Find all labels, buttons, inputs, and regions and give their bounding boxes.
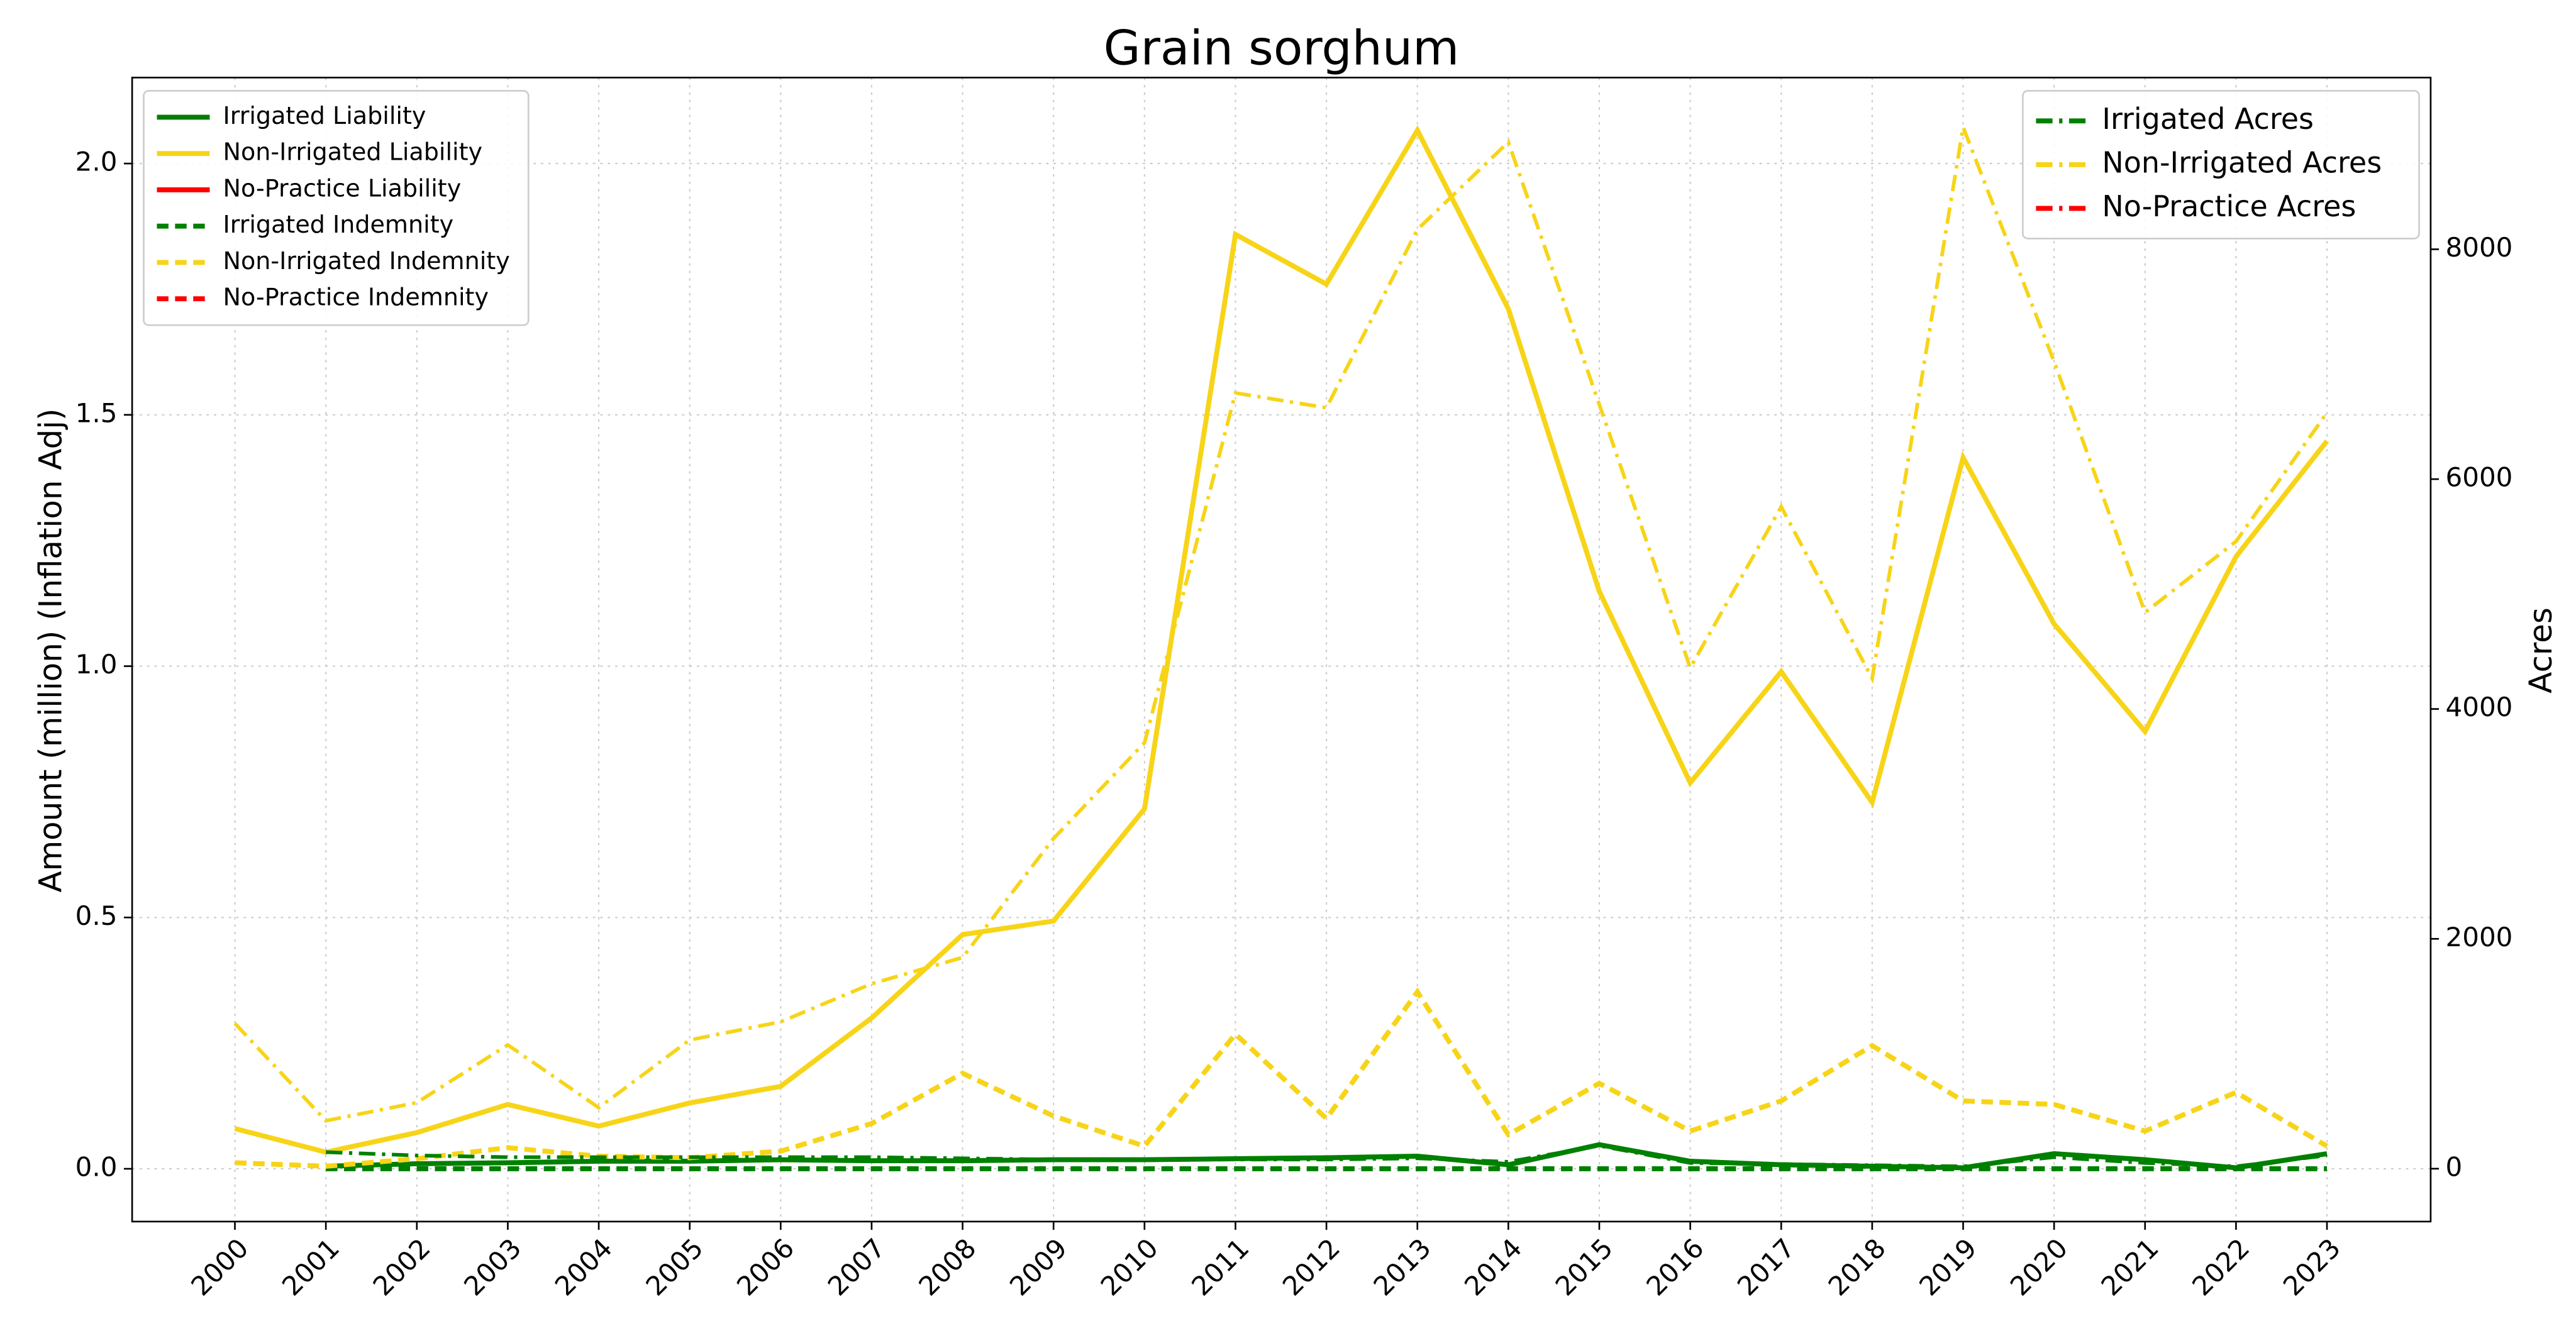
- x-tick-label: 2014: [1458, 1232, 1528, 1301]
- series-line: [233, 120, 2329, 1123]
- x-tick-label: 2003: [458, 1232, 527, 1301]
- x-tick-label: 2011: [1185, 1232, 1255, 1301]
- plot-frame: [131, 77, 2432, 1223]
- series-line: [326, 1144, 2328, 1169]
- y-tick-label: 1.0: [75, 649, 118, 680]
- y-tick-label: 0.5: [75, 900, 118, 931]
- x-tick-label: 2012: [1277, 1232, 1346, 1301]
- legend-label: No-Practice Indemnity: [223, 284, 489, 311]
- series-line: [235, 987, 2329, 1169]
- series-line: [234, 125, 2329, 1155]
- x-tick-label: 2013: [1367, 1232, 1436, 1301]
- x-tick-label: 2020: [2004, 1232, 2074, 1301]
- y2-tick-label: 4000: [2446, 692, 2513, 722]
- y2-axis-label: Acres: [2523, 607, 2559, 693]
- x-tick-label: 2002: [367, 1232, 436, 1301]
- y2-tick-label: 0: [2446, 1151, 2463, 1182]
- legend-label: Irrigated Indemnity: [223, 211, 454, 238]
- x-tick-label: 2021: [2095, 1232, 2164, 1301]
- x-tick-label: 2007: [822, 1232, 891, 1301]
- x-tick-label: 2001: [276, 1232, 345, 1301]
- x-tick-label: 2019: [1913, 1232, 1982, 1301]
- legend-label: No-Practice Acres: [2102, 189, 2356, 223]
- x-tick-label: 2000: [185, 1232, 254, 1301]
- legend-label: Non-Irrigated Indemnity: [223, 247, 510, 275]
- x-tick-label: 2018: [1823, 1232, 1892, 1301]
- legend-label: Irrigated Acres: [2102, 102, 2314, 136]
- y-tick-label: 2.0: [75, 146, 118, 177]
- legend-box: [2022, 90, 2420, 240]
- y-axis-label: Amount (million) (Inflation Adj): [33, 408, 69, 892]
- chart-title: Grain sorghum: [1104, 19, 1460, 75]
- legend-box: [143, 90, 530, 326]
- legend-label: No-Practice Liability: [223, 174, 462, 202]
- x-tick-label: 2023: [2277, 1232, 2346, 1301]
- x-tick-label: 2022: [2186, 1232, 2255, 1301]
- legend-label: Irrigated Liability: [223, 102, 426, 130]
- y2-tick-label: 6000: [2446, 462, 2513, 493]
- legend-label: Non-Irrigated Acres: [2102, 145, 2382, 179]
- y2-tick-label: 2000: [2446, 922, 2513, 953]
- x-tick-label: 2008: [913, 1232, 982, 1301]
- x-tick-label: 2010: [1095, 1232, 1164, 1301]
- x-tick-label: 2017: [1731, 1232, 1801, 1301]
- y2-tick-label: 8000: [2446, 232, 2513, 263]
- x-tick-label: 2015: [1550, 1232, 1619, 1301]
- y-tick-label: 0.0: [75, 1151, 118, 1182]
- x-tick-label: 2009: [1004, 1232, 1073, 1301]
- x-tick-label: 2005: [640, 1232, 709, 1301]
- x-tick-label: 2016: [1640, 1232, 1709, 1301]
- x-tick-label: 2006: [731, 1232, 800, 1301]
- x-tick-label: 2004: [549, 1232, 618, 1301]
- y-tick-label: 1.5: [75, 397, 118, 428]
- legend-label: Non-Irrigated Liability: [223, 138, 483, 166]
